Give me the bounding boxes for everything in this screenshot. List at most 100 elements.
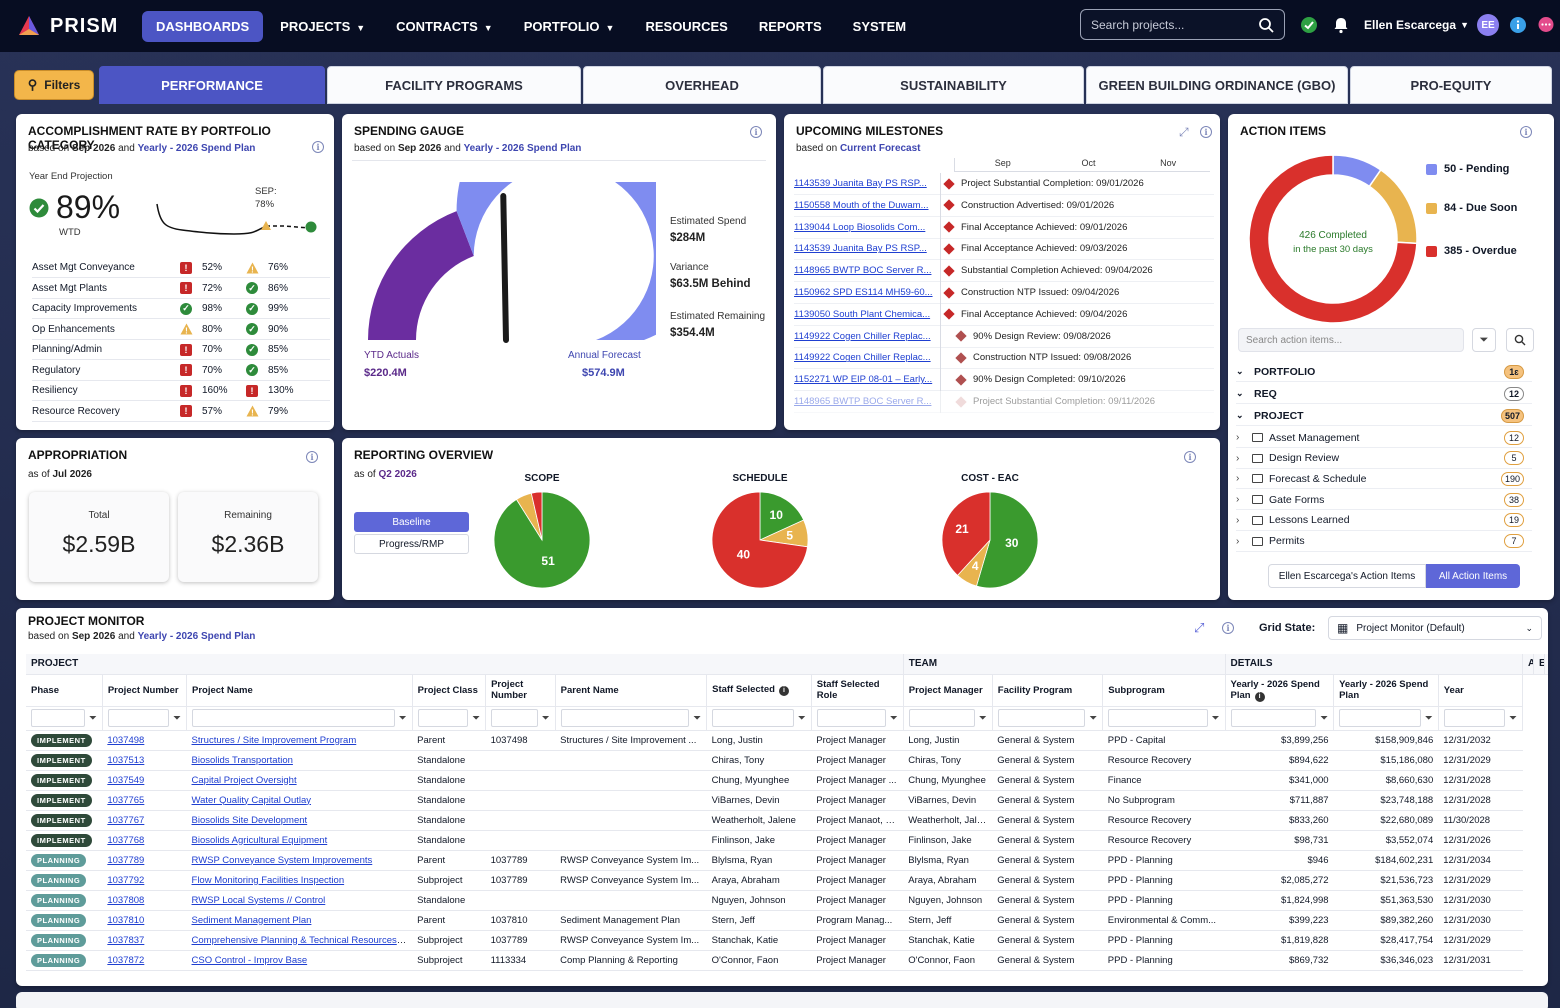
filter-input[interactable] — [491, 709, 538, 727]
column-header[interactable]: Staff Selected Role — [811, 674, 904, 707]
plan-link[interactable]: Yearly - 2026 Spend Plan — [463, 143, 582, 154]
filter-input[interactable] — [908, 709, 975, 727]
filter-input[interactable] — [107, 709, 170, 727]
filter-icon[interactable]: ⏷ — [1089, 712, 1098, 724]
table-row[interactable]: PLANNING 1037789 RWSP Conveyance System Im… — [26, 850, 1548, 871]
table-cell[interactable]: 1037765 — [102, 790, 187, 811]
column-filter[interactable]: ⏷ — [412, 706, 487, 731]
nav-dashboards[interactable]: DASHBOARDS — [142, 10, 264, 42]
filter-input[interactable] — [1339, 709, 1421, 727]
column-header[interactable]: Parent Name — [555, 674, 708, 707]
column-header[interactable]: Project Class — [412, 674, 487, 707]
donut-slice[interactable] — [1248, 154, 1418, 324]
column-filter[interactable]: ⏷ — [26, 706, 103, 731]
table-cell[interactable]: RWSP Local Systems // Control — [186, 890, 413, 911]
column-header[interactable]: Project Number — [485, 674, 556, 707]
project-number-link[interactable]: 1037808 — [107, 894, 145, 906]
pie-slice[interactable] — [975, 491, 1039, 589]
column-filter[interactable]: ⏷ — [992, 706, 1104, 731]
info-icon[interactable]: i — [1184, 451, 1196, 463]
user-name[interactable]: Ellen Escarcega — [1364, 18, 1457, 32]
filter-icon[interactable]: ⏷ — [978, 712, 987, 724]
all-action-items-button[interactable]: All Action Items — [1426, 564, 1520, 588]
filter-button[interactable]: ⏷ — [1472, 328, 1496, 352]
table-row[interactable]: IMPLEMENT 1037549 Capital Project Oversigh… — [26, 770, 1548, 791]
table-row[interactable]: IMPLEMENT 1037768 Biosolids Agricultural E… — [26, 830, 1548, 851]
table-cell[interactable]: Biosolids Agricultural Equipment — [186, 830, 413, 851]
table-cell[interactable]: CSO Control - Improv Base — [186, 950, 413, 971]
table-cell[interactable]: 1037549 — [102, 770, 187, 791]
bell-icon[interactable] — [1332, 16, 1350, 34]
filter-icon[interactable]: ⏷ — [472, 712, 481, 724]
action-group-project[interactable]: ⌄ PROJECT 507 — [1236, 406, 1532, 426]
search-button[interactable] — [1506, 328, 1534, 352]
status-ok-icon[interactable] — [1300, 16, 1318, 34]
column-header[interactable]: Project Name — [186, 674, 413, 707]
project-number-link[interactable]: 1037810 — [107, 914, 145, 926]
action-subitem[interactable]: › Asset Management 12 — [1236, 428, 1532, 448]
filter-icon[interactable]: ⏷ — [797, 712, 806, 724]
table-row[interactable]: PLANNING 1037837 Comprehensive Planning & … — [26, 930, 1548, 951]
info-icon[interactable]: i — [778, 686, 789, 696]
plan-link[interactable]: Yearly - 2026 Spend Plan — [137, 631, 256, 642]
project-link[interactable]: 1139050 South Plant Chemica... — [794, 308, 931, 320]
action-group-portfolio[interactable]: ⌄ PORTFOLIO 1ɛ — [1236, 362, 1532, 382]
table-cell[interactable]: 1037872 — [102, 950, 187, 971]
column-header[interactable]: Subprogram — [1102, 674, 1226, 707]
column-header[interactable]: Phase — [26, 674, 103, 707]
project-search[interactable] — [1080, 9, 1285, 40]
project-link[interactable]: 1148965 BWTP BOC Server R... — [794, 396, 932, 407]
project-number-link[interactable]: 1037872 — [107, 954, 145, 966]
info-icon[interactable]: i — [1222, 622, 1234, 634]
project-link[interactable]: 1143539 Juanita Bay PS RSP... — [794, 243, 927, 255]
project-name-link[interactable]: Biosolids Transportation — [191, 754, 293, 766]
nav-portfolio[interactable]: PORTFOLIO ▼ — [510, 11, 629, 42]
project-link[interactable]: 1139044 Loop Biosolids Com... — [794, 221, 926, 233]
legend-item[interactable]: 84 - Due Soon — [1426, 202, 1517, 214]
logo[interactable]: PRISM — [18, 15, 142, 38]
table-cell[interactable]: Capital Project Oversight — [186, 770, 413, 791]
nav-resources[interactable]: RESOURCES — [631, 11, 741, 42]
project-number-link[interactable]: 1037498 — [107, 734, 145, 746]
project-link[interactable]: 1149922 Cogen Chiller Replac... — [794, 352, 931, 364]
project-number-link[interactable]: 1037765 — [107, 794, 145, 806]
table-cell[interactable]: 1037498 — [102, 730, 187, 751]
project-number-link[interactable]: 1037767 — [107, 814, 145, 826]
filter-icon[interactable]: ⏷ — [1211, 712, 1220, 724]
column-filter[interactable]: ⏷ — [102, 706, 188, 731]
table-row[interactable]: PLANNING 1037810 Sediment Management Plan P… — [26, 910, 1548, 931]
avatar[interactable]: EE — [1476, 14, 1499, 36]
tab-sustainability[interactable]: SUSTAINABILITY — [823, 66, 1084, 104]
table-cell[interactable]: Sediment Management Plan — [186, 910, 413, 931]
column-filter[interactable]: ⏷ — [811, 706, 904, 731]
project-number-link[interactable]: 1037837 — [107, 934, 145, 946]
project-name-link[interactable]: Biosolids Site Development — [191, 814, 308, 826]
filter-icon[interactable]: ⏷ — [1424, 712, 1433, 724]
table-cell[interactable]: 1037768 — [102, 830, 187, 851]
table-cell[interactable]: 1037810 — [102, 910, 187, 931]
project-number-link[interactable]: 1037768 — [107, 834, 145, 846]
column-header[interactable]: Project Number — [102, 674, 188, 707]
table-row[interactable]: PLANNING 1037808 RWSP Local Systems // Con… — [26, 890, 1548, 911]
column-filter[interactable]: ⏷ — [186, 706, 413, 731]
expand-icon[interactable]: ⤢ — [1179, 125, 1189, 139]
table-cell[interactable]: Comprehensive Planning & Technical Resou… — [186, 930, 413, 951]
filter-input[interactable] — [1108, 709, 1208, 727]
nav-contracts[interactable]: CONTRACTS ▼ — [382, 11, 507, 42]
table-row[interactable]: IMPLEMENT 1037765 Water Quality Capital Ou… — [26, 790, 1548, 811]
column-filter[interactable]: ⏷ — [1438, 706, 1524, 731]
search-icon[interactable] — [1258, 17, 1274, 33]
table-cell[interactable]: 1037792 — [102, 870, 187, 891]
filter-icon[interactable]: ⏷ — [173, 712, 182, 724]
tab-overhead[interactable]: OVERHEAD — [583, 66, 821, 104]
action-subitem[interactable]: › Lessons Learned 19 — [1236, 511, 1532, 531]
table-cell[interactable]: 1037808 — [102, 890, 187, 911]
info-icon[interactable] — [1509, 16, 1527, 34]
nav-reports[interactable]: REPORTS — [745, 11, 836, 42]
filter-input[interactable] — [997, 709, 1086, 727]
filter-icon[interactable]: ⏷ — [541, 712, 550, 724]
filter-icon[interactable]: ⏷ — [693, 712, 702, 724]
column-header[interactable]: Yearly - 2026 Spend Plan i — [1225, 674, 1335, 707]
tab-pro-equity[interactable]: PRO-EQUITY — [1350, 66, 1552, 104]
filters-button[interactable]: ⚲ Filters — [14, 70, 94, 100]
